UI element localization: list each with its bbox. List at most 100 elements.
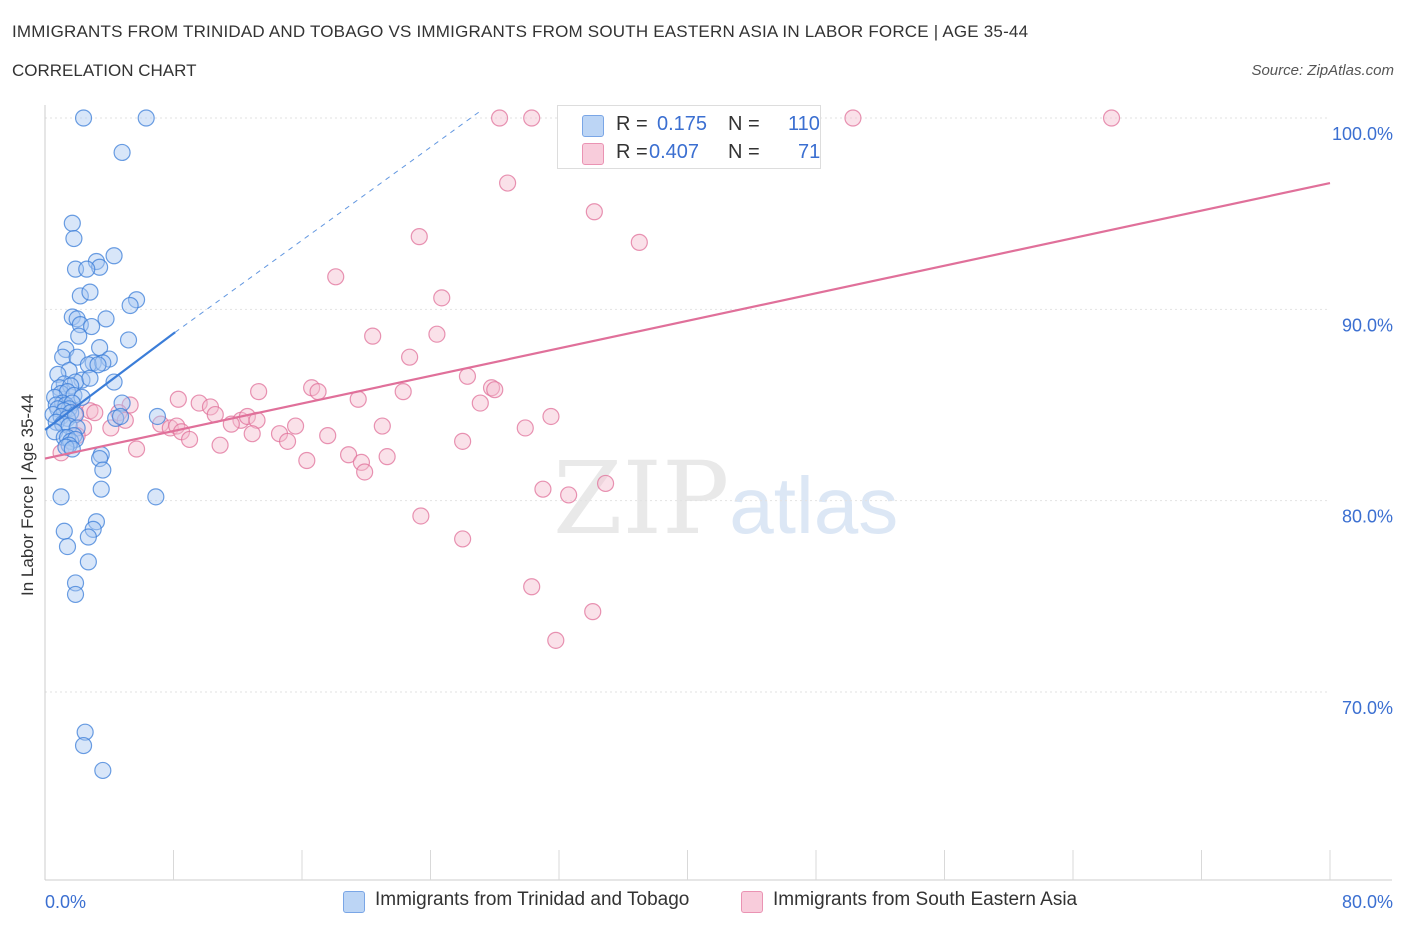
- pink-swatch-icon: [582, 143, 604, 165]
- blue-data-point: [105, 373, 123, 391]
- watermark-atlas: atlas: [729, 461, 899, 550]
- blue-data-point: [92, 480, 110, 498]
- pink-data-point: [250, 383, 268, 401]
- correlation-legend: R = 0.175 N = 110 R = 0.407 N = 71: [557, 105, 821, 169]
- blue-data-point: [76, 723, 94, 741]
- legend-r-label: R =: [616, 141, 648, 163]
- pink-data-point: [286, 417, 305, 435]
- pink-trend-line: [44, 181, 1331, 460]
- source-label: Source: ZipAtlas.com: [1251, 62, 1394, 79]
- blue-data-point: [113, 143, 131, 162]
- blue-data-point: [127, 291, 146, 309]
- pink-data-point: [211, 436, 229, 454]
- blue-data-point: [79, 356, 97, 374]
- blue-data-point: [79, 553, 97, 571]
- y-tick-label: 90.0%: [1342, 315, 1393, 335]
- blue-data-point: [94, 761, 112, 780]
- blue-data-point: [74, 109, 93, 127]
- blue-data-point: [79, 528, 97, 546]
- pink-data-point: [560, 486, 578, 504]
- series-name-blue: Immigrants from Trinidad and Tobago: [375, 889, 690, 910]
- blue-data-point: [147, 488, 165, 506]
- blue-data-point: [97, 310, 115, 328]
- pink-data-point: [1102, 109, 1121, 127]
- blue-data-point: [111, 407, 130, 426]
- blue-data-point: [58, 537, 77, 556]
- pink-data-point: [190, 394, 208, 412]
- pink-data-point: [630, 233, 648, 251]
- pink-data-point: [127, 440, 146, 458]
- blue-data-point: [89, 356, 107, 374]
- pink-data-point: [401, 348, 419, 366]
- legend-r-value: 0.407: [649, 141, 700, 163]
- pink-data-point: [352, 453, 371, 471]
- blue-data-point: [137, 109, 155, 127]
- legend-n-label: N =: [728, 113, 760, 135]
- pink-data-point: [523, 578, 541, 596]
- pink-swatch-icon: [741, 891, 763, 913]
- blue-data-point: [65, 229, 83, 248]
- blue-data-point: [74, 736, 93, 755]
- series-name-pink: Immigrants from South Eastern Asia: [773, 889, 1078, 910]
- legend-r-value: 0.175: [657, 113, 708, 135]
- watermark-zip: ZIP: [553, 440, 730, 557]
- pink-data-point: [356, 463, 374, 481]
- pink-data-point: [547, 631, 565, 649]
- pink-data-point: [169, 390, 187, 408]
- blue-data-point: [81, 283, 99, 301]
- x-tick-label: 0.0%: [45, 892, 86, 912]
- pink-data-point: [309, 383, 327, 401]
- y-axis-label: In Labor Force | Age 35-44: [18, 394, 37, 596]
- pink-data-point: [458, 367, 477, 385]
- pink-data-point: [412, 507, 430, 525]
- legend-n-label: N =: [728, 141, 760, 163]
- pink-data-point: [319, 427, 337, 445]
- pink-data-point: [364, 327, 382, 345]
- pink-data-point: [542, 407, 560, 426]
- pink-data-point: [454, 530, 472, 548]
- blue-data-point: [71, 287, 89, 305]
- pink-data-point: [486, 381, 504, 399]
- zipatlas-watermark: ZIPatlas: [553, 440, 898, 557]
- blue-data-point: [94, 461, 112, 479]
- blue-trend-line: [174, 111, 479, 333]
- pink-data-point: [373, 417, 391, 435]
- blue-data-point: [52, 488, 70, 506]
- pink-data-point: [327, 268, 345, 286]
- pink-data-point: [428, 325, 446, 343]
- pink-data-point: [471, 394, 489, 412]
- blue-data-point: [78, 260, 96, 278]
- pink-data-point: [378, 448, 396, 466]
- pink-data-point: [585, 203, 603, 221]
- pink-data-point: [86, 404, 104, 422]
- pink-data-point: [180, 430, 199, 449]
- pink-data-point: [433, 289, 451, 307]
- blue-swatch-icon: [582, 115, 604, 137]
- blue-data-point: [63, 214, 81, 232]
- pink-data-point: [298, 451, 316, 470]
- y-tick-label: 100.0%: [1332, 124, 1393, 144]
- blue-data-point: [121, 296, 139, 315]
- chart-title: IMMIGRANTS FROM TRINIDAD AND TOBAGO VS I…: [12, 22, 1029, 41]
- pink-data-point: [410, 228, 428, 246]
- pink-data-point: [584, 603, 602, 621]
- legend-n-value: 71: [798, 141, 821, 163]
- legend-n-value: 110: [788, 113, 820, 135]
- y-tick-label: 80.0%: [1342, 507, 1393, 527]
- blue-data-point: [81, 369, 99, 387]
- pink-data-point: [243, 425, 261, 443]
- blue-swatch-icon: [343, 891, 365, 913]
- pink-data-point: [534, 480, 552, 498]
- pink-data-point: [102, 419, 120, 437]
- pink-data-point: [596, 474, 615, 493]
- chart-subtitle: CORRELATION CHART: [12, 61, 197, 80]
- pink-data-point: [523, 109, 541, 127]
- blue-data-point: [91, 258, 109, 276]
- pink-data-point: [499, 174, 517, 192]
- blue-trend-line: [44, 331, 176, 431]
- pink-data-point: [454, 432, 472, 450]
- blue-data-point: [119, 331, 138, 349]
- blue-data-point: [82, 317, 101, 336]
- y-tick-label: 70.0%: [1342, 698, 1393, 718]
- blue-data-point: [49, 365, 67, 383]
